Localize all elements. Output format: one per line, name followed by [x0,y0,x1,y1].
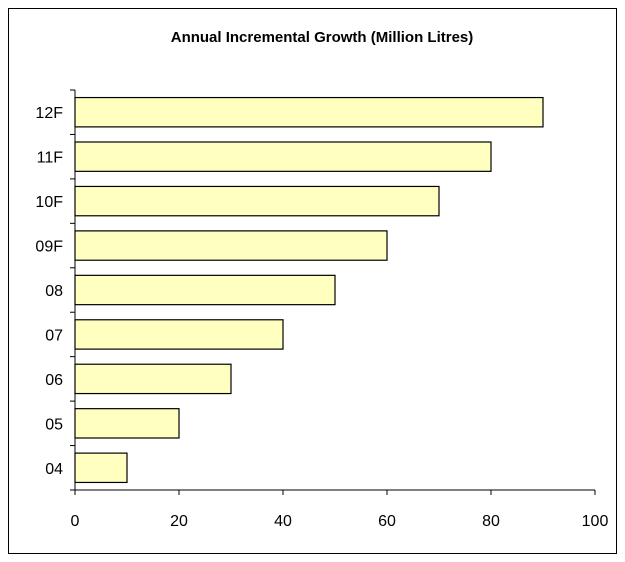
chart-title: Annual Incremental Growth (Million Litre… [171,29,474,46]
ticks-group: 04 05 06 07 08 09F 10F 11F 12F 0 20 40 60 80 100 [35,105,608,530]
y-tick-label-09F: 09F [35,239,63,256]
y-tick-label-12F: 12F [35,105,63,122]
bar-06 [74,363,232,395]
y-tick-label-08: 08 [45,283,63,300]
bar-12F [74,96,544,128]
x-tick-label-80: 80 [482,513,500,530]
bar-05 [74,408,180,439]
y-tick-label-06: 06 [45,372,63,389]
bar-08 [74,274,336,306]
y-tick-label-11F: 11F [37,150,64,167]
x-tick-label-20: 20 [170,513,188,530]
y-tick-label-04: 04 [45,461,63,478]
x-tick-label-100: 100 [582,513,609,530]
x-tick-label-0: 0 [71,513,80,530]
bars-group [74,96,544,484]
y-tick-label-07: 07 [45,327,63,344]
axes-group [70,89,596,495]
bar-07 [74,319,284,350]
bar-11F [74,141,492,172]
bar-10F [74,185,440,217]
bar-09F [74,230,388,261]
x-tick-label-60: 60 [378,513,396,530]
y-tick-label-10F: 10F [35,194,63,211]
bar-04 [74,452,128,484]
y-tick-label-05: 05 [45,416,63,433]
x-tick-label-40: 40 [274,513,292,530]
